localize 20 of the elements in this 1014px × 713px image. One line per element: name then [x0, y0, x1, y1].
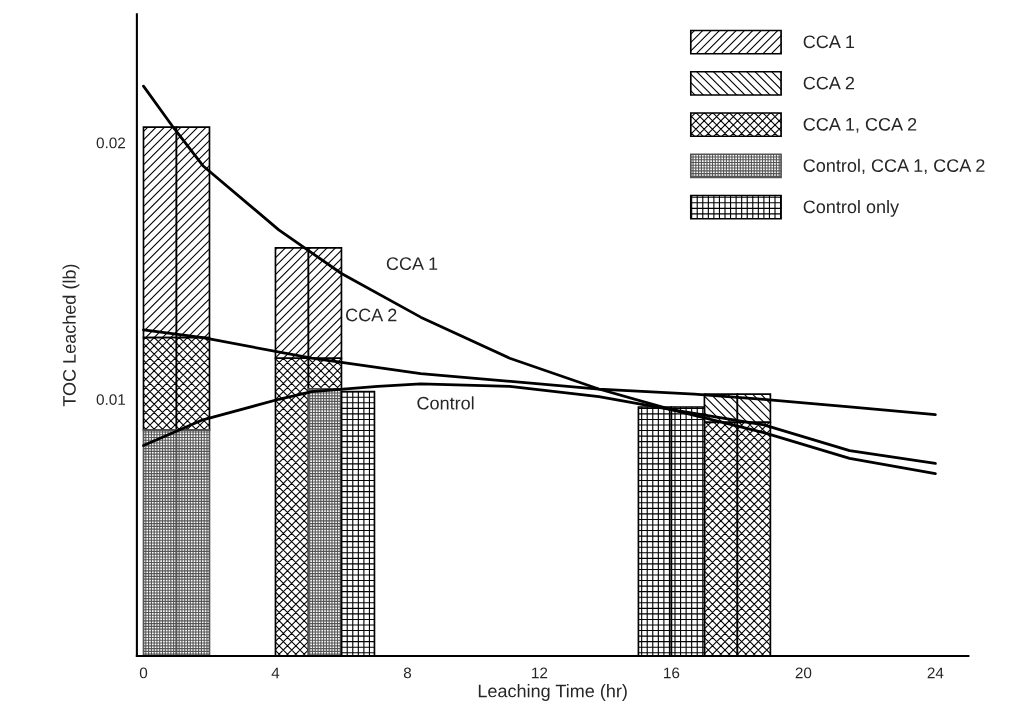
x-tick-label: 0	[139, 667, 148, 679]
x-tick-label: 20	[795, 667, 812, 679]
legend-label: CCA 2	[803, 76, 855, 90]
bar	[307, 388, 343, 656]
x-tick-label: 24	[927, 667, 944, 679]
x-axis-title: Leaching Time (hr)	[478, 684, 627, 701]
x-tick-label: 4	[271, 667, 280, 679]
legend-label: CCA 1, CCA 2	[803, 117, 917, 133]
x-tick-label: 16	[664, 667, 680, 679]
y-axis-title: TOC Leached (lb)	[62, 264, 80, 407]
legend-label: CCA 1	[803, 35, 855, 49]
legend-label: Control only	[803, 199, 900, 217]
annotation: CCA 2	[346, 308, 397, 322]
annotation: Control	[417, 396, 474, 410]
annotation: CCA 1	[386, 257, 438, 271]
x-tick-label: 12	[532, 667, 548, 679]
y-tick-label: 0.02	[96, 137, 126, 149]
legend-label: Control, CCA 1, CCA 2	[803, 158, 985, 175]
y-tick-label: 0.01	[96, 394, 126, 405]
x-tick-label: 8	[403, 667, 412, 679]
